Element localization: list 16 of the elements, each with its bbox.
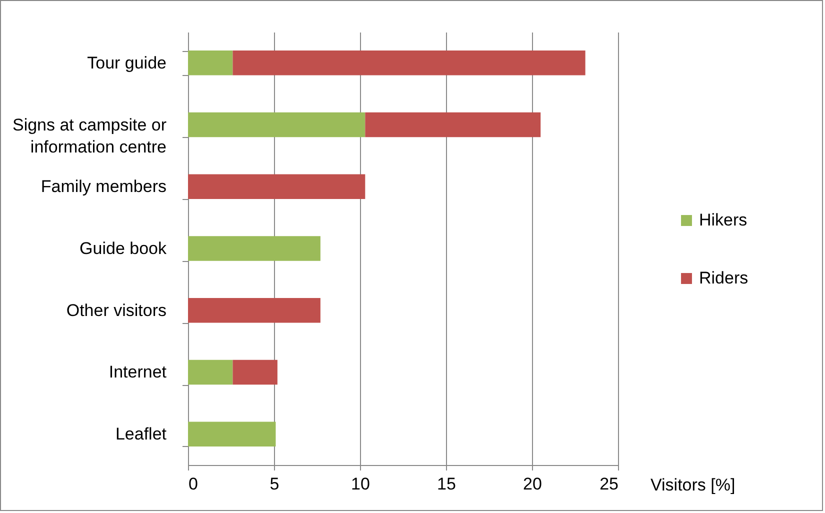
y-tick-label: Family members [40,177,166,196]
x-tick-label: 10 [351,474,370,494]
legend-label: Hikers [699,210,748,230]
legend-label: Riders [699,268,748,288]
y-tick-label: Signs at campsite or information centre [12,115,167,156]
x-tick-label: 0 [188,474,198,494]
y-tick-label: Internet [108,362,167,382]
y-tick-label: Leaflet [115,424,167,444]
x-tick-label: 5 [270,474,280,494]
x-tick-label: 25 [600,474,618,494]
y-tick-label: Guide book [80,239,167,258]
x-tick-label: 20 [523,474,542,494]
y-tick-label: Other visitors [66,300,166,320]
x-tick-label: 15 [437,474,456,494]
x-axis-title: Visitors [%] [650,476,736,494]
y-tick-label: Tour guide [87,53,166,72]
